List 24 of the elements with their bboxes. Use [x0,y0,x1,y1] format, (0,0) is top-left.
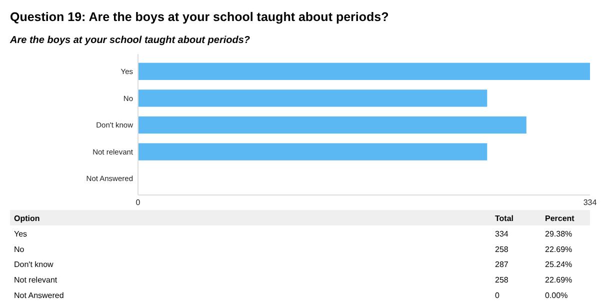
bar [138,116,526,134]
text: Not relevant [14,276,58,285]
chart-subtitle: Are the boys at your school taught about periods? [9,35,250,46]
bar [138,90,488,107]
text: Option [14,214,40,223]
text: 258 [495,244,509,254]
chart-title: Question 19: Are the boys at your school taught about periods? [10,10,389,24]
text: Percent [545,214,575,223]
text: 287 [495,260,509,270]
bar [138,62,590,80]
text: Total [495,214,514,223]
text: 334 [495,229,509,238]
text: Yes [14,229,28,238]
text: 22.69% [545,244,572,254]
text: 258 [495,276,509,285]
bar [138,143,488,160]
text: 25.24% [545,260,572,270]
text: No [14,244,25,254]
text: 0.00% [545,291,568,300]
text: 29.38% [545,229,572,238]
text: Not Answered [14,291,64,300]
text: Don't know [14,260,54,270]
text: 22.69% [545,276,572,285]
text: 0 [495,291,500,300]
